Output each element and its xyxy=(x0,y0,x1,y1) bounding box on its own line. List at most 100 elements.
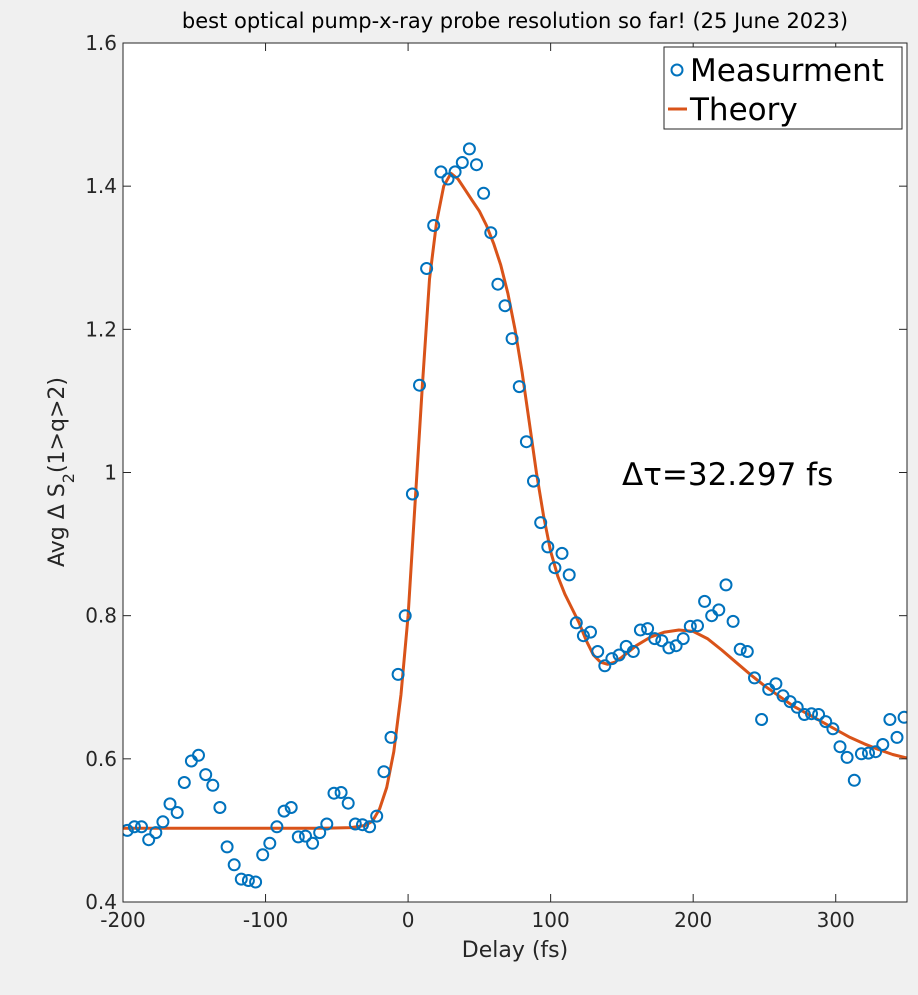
measurement-point xyxy=(163,797,177,811)
measurement-point xyxy=(277,804,291,818)
measurement-point xyxy=(883,713,897,726)
measurement-point xyxy=(726,614,740,628)
measurement-point xyxy=(256,848,270,862)
measurement-point xyxy=(712,603,726,617)
measurement-point xyxy=(648,632,662,646)
y-tick-label: 1 xyxy=(104,461,117,485)
measurement-point xyxy=(790,700,804,714)
measurement-point xyxy=(455,156,469,169)
measurement-point xyxy=(313,826,327,840)
measurement-point xyxy=(534,516,548,530)
x-axis: -200 -100 0 100 200 300 xyxy=(100,43,855,932)
measurement-point xyxy=(819,715,833,729)
measurement-point xyxy=(441,172,455,186)
measurement-point xyxy=(633,623,647,637)
measurement-point xyxy=(123,823,134,837)
measurement-point xyxy=(327,786,341,800)
measurement-series xyxy=(123,142,907,889)
measurement-point xyxy=(805,707,818,721)
measurement-point xyxy=(869,745,883,759)
measurement-point xyxy=(840,750,854,764)
measurement-point xyxy=(206,778,220,792)
measurement-point xyxy=(862,746,875,760)
measurement-point xyxy=(199,768,213,782)
measurement-point xyxy=(719,578,733,592)
y-tick-label: 1.6 xyxy=(85,31,117,55)
measurement-point xyxy=(341,796,355,810)
measurement-point xyxy=(676,632,690,646)
measurement-point xyxy=(348,817,362,831)
measurement-point xyxy=(405,487,419,501)
measurement-point xyxy=(156,815,170,829)
delta-tau-annotation: Δτ=32.297 fs xyxy=(622,457,833,493)
measurement-point xyxy=(669,639,683,653)
measurement-point xyxy=(356,818,369,832)
measurement-point xyxy=(142,833,156,847)
x-axis-label: Delay (fs) xyxy=(462,938,568,963)
measurement-point xyxy=(876,738,890,751)
measurement-point xyxy=(227,858,241,872)
x-tick-label: 0 xyxy=(402,908,415,932)
measurement-point xyxy=(512,380,526,394)
measurement-point xyxy=(491,277,505,291)
measurement-point xyxy=(420,262,434,275)
measurement-point xyxy=(755,713,769,726)
measurement-point xyxy=(427,219,441,232)
measurement-point xyxy=(897,710,907,724)
measurement-point xyxy=(413,378,426,392)
measurement-point xyxy=(192,748,205,762)
measurement-point xyxy=(519,435,533,449)
measurement-point xyxy=(370,809,384,823)
y-tick-label: 0.8 xyxy=(85,604,117,628)
measurement-point xyxy=(591,645,605,658)
measurement-point xyxy=(434,165,448,179)
y-tick-label: 1.2 xyxy=(85,317,117,341)
theory-series xyxy=(123,171,907,830)
measurement-point xyxy=(505,332,519,346)
measurement-point xyxy=(127,820,141,834)
legend-measurement-label: Measurment xyxy=(690,53,884,89)
legend-measurement-marker xyxy=(670,63,684,77)
measurement-point xyxy=(569,616,583,630)
theory-line xyxy=(123,171,907,830)
measurement-point xyxy=(612,648,626,662)
legend: Measurment Theory xyxy=(663,46,903,130)
measurement-point xyxy=(391,667,405,681)
y-axis-label-prefix: Avg Δ S xyxy=(45,483,70,567)
measurement-point xyxy=(291,830,305,844)
measurement-point xyxy=(584,625,597,639)
measurement-point xyxy=(484,226,498,240)
measurement-point xyxy=(498,299,512,313)
measurement-point xyxy=(177,776,191,789)
measurement-point xyxy=(270,820,284,834)
legend-theory-label: Theory xyxy=(689,92,798,128)
measurement-point xyxy=(733,642,747,656)
measurement-point xyxy=(655,634,669,648)
measurement-point xyxy=(170,806,184,819)
measurement-point xyxy=(854,747,868,761)
y-axis-label: Avg Δ S2(1>q>2) xyxy=(45,377,78,567)
x-tick-label: 300 xyxy=(817,908,855,932)
measurement-point xyxy=(320,817,334,831)
measurement-point xyxy=(797,708,811,721)
measurement-point xyxy=(263,836,277,850)
measurement-point xyxy=(363,820,377,834)
y-tick-label: 0.6 xyxy=(85,747,117,771)
y-tick-label: 1.4 xyxy=(85,174,117,198)
measurement-point xyxy=(541,540,555,554)
chart-title: best optical pump-x-ray probe resolution… xyxy=(182,9,848,33)
measurement-point xyxy=(306,836,320,850)
measurement-point xyxy=(234,872,248,886)
measurement-point xyxy=(683,619,697,633)
measurement-point xyxy=(740,645,754,658)
measurement-point xyxy=(377,765,391,779)
measurement-point xyxy=(626,645,640,658)
measurement-point xyxy=(605,652,619,666)
measurement-point xyxy=(598,659,612,673)
measurement-point xyxy=(149,826,163,840)
measurement-point xyxy=(398,609,412,623)
measurement-point xyxy=(448,165,462,179)
legend-box xyxy=(663,46,903,130)
measurement-point xyxy=(562,568,576,582)
